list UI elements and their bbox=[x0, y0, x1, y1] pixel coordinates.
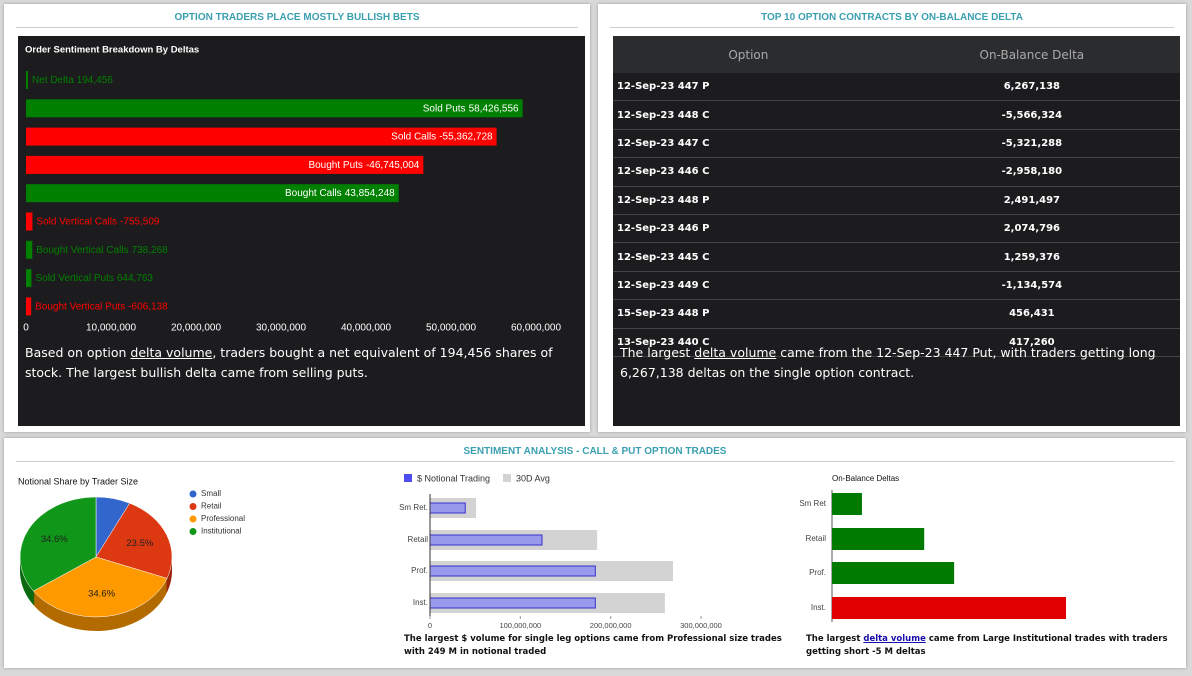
summary: Based on option delta volume, traders bo… bbox=[25, 343, 575, 383]
text: , traders bought a net equivalent of 194… bbox=[25, 345, 553, 380]
link[interactable]: delta volume bbox=[863, 634, 926, 644]
column-header: On-Balance Delta bbox=[883, 36, 1180, 73]
table-row: 12-Sep-23 446 P 2,074,796 bbox=[613, 214, 1180, 244]
delta-cell: 456,431 bbox=[883, 299, 1180, 329]
table-row: 13-Sep-23 440 C 417,260 bbox=[613, 328, 1180, 357]
panel-title: OPTION TRADERS PLACE MOSTLY BULLISH BETS bbox=[16, 12, 578, 28]
text: came from Large Institutional trades wit… bbox=[806, 634, 1168, 657]
text: The largest bbox=[806, 634, 864, 644]
option-cell: 12-Sep-23 448 C bbox=[613, 100, 884, 130]
delta-cell: 1,259,376 bbox=[883, 242, 1180, 272]
delta-cell: 2,074,796 bbox=[883, 214, 1180, 244]
table-row: 12-Sep-23 446 C -2,958,180 bbox=[613, 157, 1180, 187]
table-row: 12-Sep-23 447 C -5,321,288 bbox=[613, 129, 1180, 159]
table-row: 12-Sep-23 447 P 6,267,138 bbox=[613, 73, 1180, 102]
text: came from the 12-Sep-23 447 Put, with tr… bbox=[620, 345, 1156, 380]
text: Based on option bbox=[25, 345, 131, 360]
option-cell: 12-Sep-23 446 P bbox=[613, 214, 884, 244]
summary: The largest $ volume for single leg opti… bbox=[404, 634, 782, 657]
option-cell: 12-Sep-23 446 C bbox=[613, 157, 884, 187]
table-row: 12-Sep-23 445 C 1,259,376 bbox=[613, 242, 1180, 272]
summary: The largest delta volume came from the 1… bbox=[620, 343, 1170, 383]
delta-cell: -2,958,180 bbox=[883, 157, 1180, 187]
text: The largest bbox=[620, 345, 695, 360]
table-row: 12-Sep-23 448 P 2,491,497 bbox=[613, 186, 1180, 215]
table-row: 12-Sep-23 449 C -1,134,574 bbox=[613, 271, 1180, 301]
delta-cell: -5,321,288 bbox=[883, 129, 1180, 159]
option-cell: 12-Sep-23 447 P bbox=[613, 73, 884, 102]
column-header: Option bbox=[613, 36, 884, 73]
option-cell: 12-Sep-23 445 C bbox=[613, 242, 884, 272]
delta-cell: -1,134,574 bbox=[883, 271, 1180, 301]
delta-cell: 2,491,497 bbox=[883, 186, 1180, 215]
link[interactable]: delta volume bbox=[694, 345, 777, 360]
table-row: 15-Sep-23 448 P 456,431 bbox=[613, 299, 1180, 329]
option-cell: 15-Sep-23 448 P bbox=[613, 299, 884, 329]
panel: SENTIMENT ANALYSIS - CALL & PUT OPTION T… bbox=[4, 438, 1186, 668]
option-cell: 12-Sep-23 448 P bbox=[613, 186, 884, 215]
panel-title: SENTIMENT ANALYSIS - CALL & PUT OPTION T… bbox=[16, 446, 1174, 462]
option-cell: 13-Sep-23 440 C bbox=[613, 328, 884, 357]
option-cell: 12-Sep-23 447 C bbox=[613, 129, 884, 159]
delta-cell: -5,566,324 bbox=[883, 100, 1180, 130]
delta-cell: 6,267,138 bbox=[883, 73, 1180, 102]
delta-cell: 417,260 bbox=[883, 328, 1180, 357]
panel-title: TOP 10 OPTION CONTRACTS BY ON-BALANCE DE… bbox=[610, 12, 1174, 28]
link[interactable]: delta volume bbox=[130, 345, 213, 360]
summary: The largest delta volume came from Large… bbox=[806, 633, 1176, 659]
option-cell: 12-Sep-23 449 C bbox=[613, 271, 884, 301]
table-row: 12-Sep-23 448 C -5,566,324 bbox=[613, 100, 1180, 130]
